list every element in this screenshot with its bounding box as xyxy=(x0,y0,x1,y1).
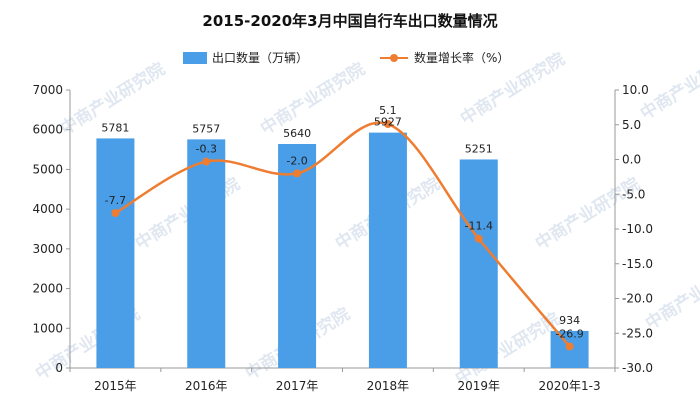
bar xyxy=(368,132,407,368)
line-point xyxy=(383,120,392,129)
y-tick-label-left: 6000 xyxy=(32,123,63,137)
line-value-label: -2.0 xyxy=(286,154,307,167)
x-category-label: 2015年 xyxy=(94,379,137,393)
bar-value-label: 5927 xyxy=(374,116,402,129)
x-category-label: 2017年 xyxy=(276,379,319,393)
bar xyxy=(278,144,317,368)
line-value-label: -11.4 xyxy=(465,220,493,233)
line-value-label: -26.9 xyxy=(555,327,583,340)
bar xyxy=(96,138,135,368)
y-tick-label-left: 1000 xyxy=(32,321,63,335)
x-category-label: 2019年 xyxy=(457,379,500,393)
data-labels: 5781 5757 5640 5927 5251 934 -7.7 -0.3 -2.0 5.1 -1… xyxy=(101,104,583,340)
watermark-text: 中商产业研究院 xyxy=(532,173,644,254)
y-tick-label-right: -25.0 xyxy=(622,326,653,340)
watermark-text: 中商产业研究院 xyxy=(257,58,369,139)
y-tick-label-right: 5.0 xyxy=(622,118,641,132)
y-tick-label-right: 0.0 xyxy=(622,153,641,167)
line-series xyxy=(111,120,574,351)
bar-value-label: 5757 xyxy=(192,122,220,135)
bar-value-label: 5640 xyxy=(283,127,311,140)
line-value-label: 5.1 xyxy=(379,104,397,117)
y-tick-label-left: 2000 xyxy=(32,282,63,296)
bar xyxy=(187,139,226,368)
bar-value-label: 5251 xyxy=(465,142,493,155)
line-point xyxy=(111,209,120,218)
y-tick-label-right: -15.0 xyxy=(622,257,653,271)
line-point xyxy=(202,157,211,166)
y-tick-label-left: 4000 xyxy=(32,202,63,216)
legend-bar-swatch xyxy=(183,52,207,64)
legend-bar-label: 出口数量（万辆） xyxy=(212,50,308,65)
bar-value-label: 5781 xyxy=(101,121,129,134)
growth-rate-line xyxy=(114,121,571,348)
line-point xyxy=(474,234,483,243)
x-category-label: 2018年 xyxy=(367,379,410,393)
line-point xyxy=(565,342,574,351)
axes: 0 1000 2000 3000 4000 5000 6000 7000 -30.0 -25.0 -… xyxy=(32,83,653,393)
bar-value-label: 934 xyxy=(559,314,580,327)
y-tick-label-left: 0 xyxy=(55,361,63,375)
legend-line-marker xyxy=(390,54,398,62)
y-tick-label-right: -5.0 xyxy=(622,187,645,201)
y-tick-label-right: -20.0 xyxy=(622,292,653,306)
x-category-label: 2020年1-3 xyxy=(539,379,601,393)
y-tick-label-right: -10.0 xyxy=(622,222,653,236)
y-tick-label-left: 7000 xyxy=(32,83,63,97)
line-value-label: -0.3 xyxy=(196,143,217,156)
x-category-label: 2016年 xyxy=(185,379,228,393)
y-tick-label-left: 3000 xyxy=(32,242,63,256)
chart-title: 2015-2020年3月中国自行车出口数量情况 xyxy=(202,12,497,30)
legend: 出口数量（万辆） 数量增长率（%） xyxy=(183,50,509,65)
bar xyxy=(459,159,498,368)
bar-series xyxy=(96,132,589,368)
y-tick-label-left: 5000 xyxy=(32,162,63,176)
line-point xyxy=(293,169,302,178)
y-tick-label-right: -30.0 xyxy=(622,361,653,375)
y-tick-label-right: 10.0 xyxy=(622,83,649,97)
legend-line-label: 数量增长率（%） xyxy=(414,50,509,65)
line-value-label: -7.7 xyxy=(105,194,126,207)
